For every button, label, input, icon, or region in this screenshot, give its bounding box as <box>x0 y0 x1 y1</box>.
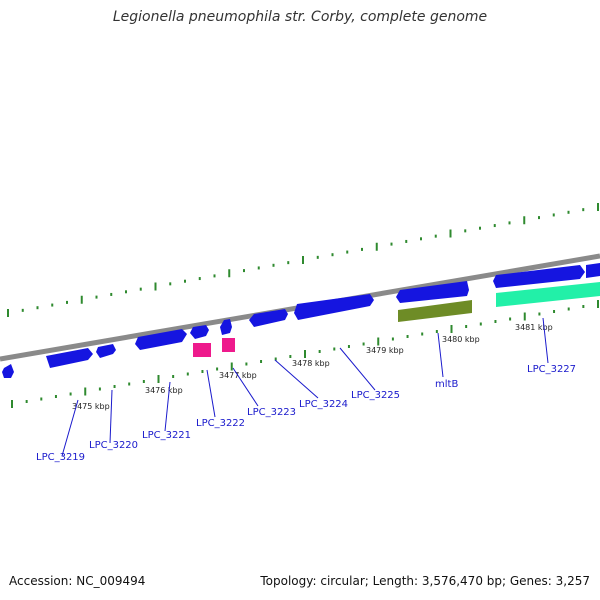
gene-arrow-forward[interactable] <box>396 281 469 303</box>
scale-tick-label: 3480 kbp <box>442 335 480 344</box>
scale-tick-label: 3481 kbp <box>515 323 553 332</box>
gene-label-lpc_3221[interactable]: LPC_3221 <box>142 430 191 441</box>
rna-feature[interactable] <box>222 338 235 352</box>
gene-leader-lines <box>61 317 549 457</box>
gene-leader-line <box>274 359 319 399</box>
gene-arrow-forward[interactable] <box>96 344 116 358</box>
gene-arrow-forward[interactable] <box>493 265 585 288</box>
gene-arrow-forward[interactable] <box>249 309 288 327</box>
gene-arrow-forward[interactable] <box>220 319 232 335</box>
gene-arrow-forward[interactable] <box>190 325 209 339</box>
gene-leader-line <box>206 369 216 418</box>
gene-label-lpc_3220[interactable]: LPC_3220 <box>89 440 138 451</box>
rna-feature[interactable] <box>193 343 211 357</box>
scale-tick-label: 3478 kbp <box>292 359 330 368</box>
gene-label-lpc_3224[interactable]: LPC_3224 <box>299 399 348 410</box>
gene-label-lpc_3223[interactable]: LPC_3223 <box>247 407 296 418</box>
outer-scale-ticks <box>7 203 599 317</box>
gene-LPC_3227[interactable] <box>496 282 600 307</box>
gene-leader-line <box>339 347 376 391</box>
gene-leader-line <box>61 399 79 457</box>
map-title: Legionella pneumophila str. Corby, compl… <box>112 9 488 25</box>
gene-mltB[interactable] <box>398 300 472 322</box>
accession-text: Accession: NC_009494 <box>9 574 146 588</box>
gene-label-lpc_3227[interactable]: LPC_3227 <box>527 364 576 375</box>
gene-arrow-forward[interactable] <box>46 348 93 368</box>
gene-leader-line <box>232 367 259 407</box>
gene-leader-line <box>437 332 444 378</box>
gene-arrow-forward[interactable] <box>2 364 14 378</box>
inner-scale-ticks <box>11 300 599 408</box>
scale-tick-label: 3476 kbp <box>145 386 183 395</box>
gene-label-lpc_3225[interactable]: LPC_3225 <box>351 390 400 401</box>
scale-tick-label: 3475 kbp <box>72 402 110 411</box>
gene-arrow-forward[interactable] <box>294 294 374 320</box>
gene-labels[interactable]: LPC_3219 LPC_3220 LPC_3221 LPC_3222LPC_3223… <box>36 364 576 463</box>
gene-leader-line <box>542 317 549 364</box>
gene-label-lpc_3222[interactable]: LPC_3222 <box>196 418 245 429</box>
gene-label-mltb[interactable]: mltB <box>435 379 458 390</box>
gene-arrow-forward[interactable] <box>135 329 187 350</box>
scale-tick-label: 3479 kbp <box>366 346 404 355</box>
gene-label-lpc_3219[interactable]: LPC_3219 <box>36 452 85 463</box>
gene-leader-line <box>109 389 113 444</box>
gene-leader-line <box>164 381 171 432</box>
gene-arrow-forward[interactable] <box>586 263 600 278</box>
genome-summary-text: Topology: circular; Length: 3,576,470 bp… <box>260 574 590 588</box>
